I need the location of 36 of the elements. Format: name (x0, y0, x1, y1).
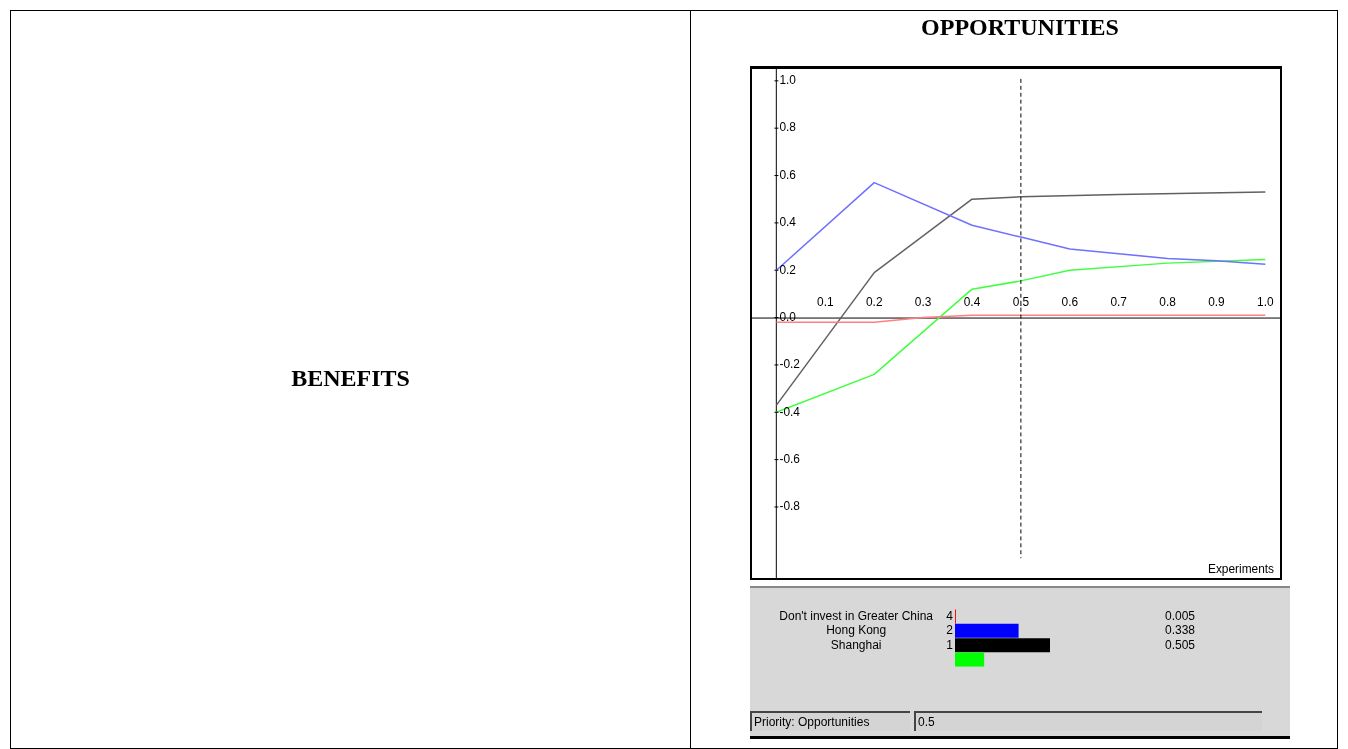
y-tick-label: Hong Kong (826, 623, 887, 638)
x-tick-label: 0.4 (963, 295, 981, 310)
y-tick-label: -0.2 (779, 357, 800, 372)
data-label: 0.005 (1164, 608, 1196, 623)
y-tick-label: -0.8 (779, 499, 801, 514)
x-tick-label: 0.3 (914, 295, 932, 310)
text: 1 (946, 637, 954, 652)
x-tick-label: 0.7 (1110, 295, 1127, 310)
data-label: 0.338 (1164, 623, 1196, 638)
text: BENEFITS (290, 365, 411, 392)
text: 4 (946, 608, 954, 623)
y-tick-label: Shanghai (830, 637, 882, 652)
y-tick-label: -0.6 (779, 451, 801, 466)
text: Priority: Opportunities (750, 711, 910, 731)
y-tick-label: 1.0 (779, 73, 797, 88)
y-tick-label: -0.4 (779, 404, 801, 419)
x-tick-label: 0.1 (817, 295, 834, 310)
bar (955, 623, 1019, 638)
y-tick-label: 0.6 (779, 167, 797, 182)
x-tick-label: 0.6 (1061, 295, 1079, 310)
chart-title: OPPORTUNITIES (920, 14, 1120, 41)
x-tick-label: 0.9 (1208, 295, 1226, 310)
bar (955, 638, 1050, 653)
y-tick-label: 0.4 (779, 215, 797, 230)
y-tick-label: 0.8 (779, 120, 797, 135)
text: 0.5 (914, 711, 1262, 731)
x-tick-label: 0.8 (1159, 295, 1177, 310)
y-tick-label: 0.2 (779, 262, 796, 277)
bar (955, 652, 985, 667)
y-tick-label: 0.0 (779, 309, 797, 324)
x-tick-label: 1.0 (1257, 295, 1274, 310)
text: 2 (946, 623, 954, 638)
x-tick-label: 0.5 (1012, 295, 1030, 310)
x-axis-title: Experiments (1207, 562, 1275, 577)
data-label: 0.505 (1164, 637, 1196, 652)
y-tick-label: Don't invest in Greater China (779, 608, 934, 623)
